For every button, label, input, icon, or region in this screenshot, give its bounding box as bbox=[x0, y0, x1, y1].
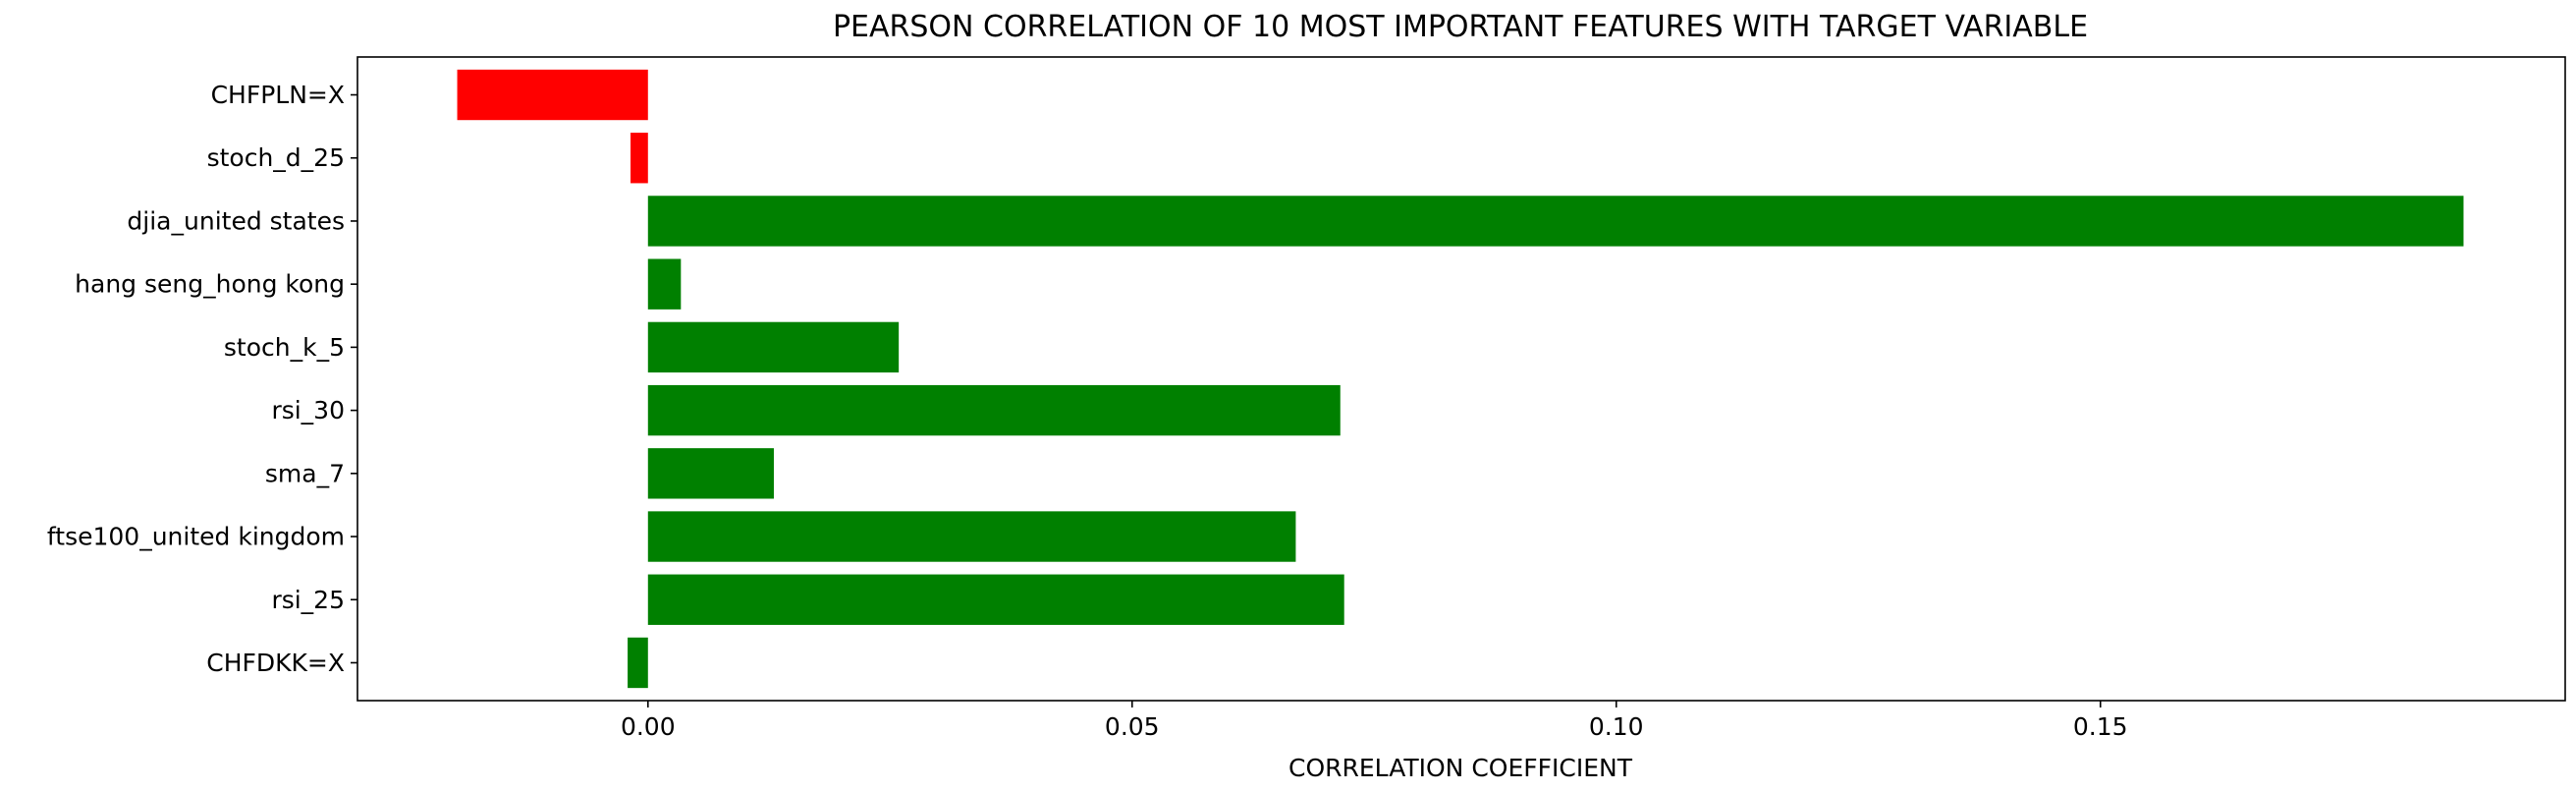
y-tick-label: rsi_30 bbox=[271, 396, 345, 424]
bar-chfpln-x bbox=[457, 69, 648, 121]
bar-hang-seng-hong-kong bbox=[647, 258, 682, 310]
x-tick-label: 0.10 bbox=[1589, 712, 1644, 741]
y-tick-label: hang seng_hong kong bbox=[75, 270, 345, 299]
y-tick-label: rsi_25 bbox=[271, 586, 345, 614]
x-axis-label: CORRELATION COEFFICIENT bbox=[1288, 754, 1633, 782]
bar-chfdkk-x bbox=[628, 637, 648, 689]
y-tick-label: sma_7 bbox=[265, 459, 345, 487]
chart-title: PEARSON CORRELATION OF 10 MOST IMPORTANT… bbox=[833, 10, 2088, 44]
x-tick-label: 0.05 bbox=[1105, 712, 1160, 741]
y-tick-label: stoch_k_5 bbox=[224, 333, 345, 362]
x-tick-label: 0.00 bbox=[621, 712, 676, 741]
bar-stoch-d-25 bbox=[630, 133, 648, 184]
bar-rsi-30 bbox=[647, 384, 1341, 436]
bars-layer bbox=[457, 69, 2464, 689]
bar-rsi-25 bbox=[647, 574, 1344, 625]
y-tick-label: djia_united states bbox=[127, 206, 345, 235]
x-tick-label: 0.15 bbox=[2073, 712, 2128, 741]
x-tick-labels: 0.00 0.05 0.10 0.15 bbox=[621, 701, 2128, 741]
bar-ftse100-united-kingdom bbox=[647, 511, 1296, 562]
y-tick-label: CHFDKK=X bbox=[206, 649, 345, 677]
plot-frame bbox=[356, 56, 2566, 702]
y-tick-label: ftse100_united kingdom bbox=[47, 523, 345, 551]
bar-sma-7 bbox=[647, 448, 774, 499]
bar-djia-united-states bbox=[647, 196, 2464, 247]
y-tick-labels: CHFPLN=X stoch_d_25 djia_united states hang… bbox=[47, 81, 357, 677]
y-tick-label: stoch_d_25 bbox=[207, 143, 345, 172]
bar-stoch-k-5 bbox=[647, 321, 900, 373]
y-tick-label: CHFPLN=X bbox=[211, 81, 345, 109]
